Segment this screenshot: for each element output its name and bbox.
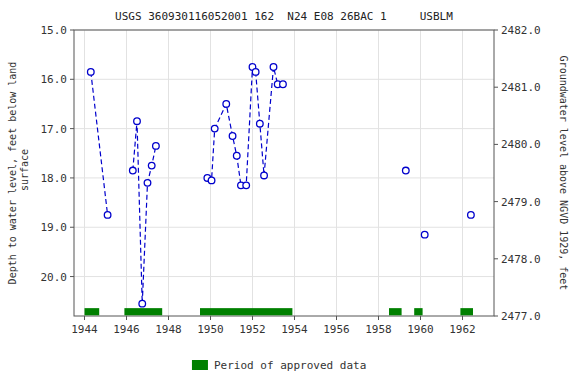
legend: Period of approved data bbox=[192, 359, 366, 372]
period-bar bbox=[414, 308, 422, 315]
tick-label-x: 1956 bbox=[323, 323, 350, 336]
tick-y bbox=[70, 276, 74, 277]
tick-y bbox=[70, 128, 74, 129]
point bbox=[280, 81, 287, 88]
tick-label-x: 1946 bbox=[113, 323, 140, 336]
tick-x bbox=[378, 316, 379, 320]
legend-label: Period of approved data bbox=[214, 359, 366, 372]
plot-frame bbox=[74, 30, 494, 316]
chart: 1944 1946 1948 1950 1952 1954 1956 1958 1960 1962… bbox=[0, 0, 576, 384]
axes: 1944 1946 1948 1950 1952 1954 1956 1958 1960 1962… bbox=[41, 24, 541, 336]
point bbox=[134, 118, 141, 125]
period-bar bbox=[200, 308, 292, 315]
point bbox=[144, 180, 151, 187]
point bbox=[139, 300, 146, 307]
tick-label-x: 1952 bbox=[239, 323, 266, 336]
tick-y2 bbox=[494, 201, 498, 202]
grid-line-x bbox=[84, 30, 85, 316]
tick-x bbox=[252, 316, 253, 320]
tick-label-y: 18.0 bbox=[41, 172, 68, 185]
tick-label-y: 20.0 bbox=[41, 271, 68, 284]
point bbox=[223, 101, 230, 108]
grid-line-x bbox=[462, 30, 463, 316]
data bbox=[85, 64, 475, 316]
tick-x bbox=[210, 316, 211, 320]
tick-label-y: 15.0 bbox=[41, 24, 68, 37]
grid-line-x bbox=[126, 30, 127, 316]
axis-label-y-line: Depth to water level, feet below land bbox=[7, 62, 18, 285]
point bbox=[261, 172, 268, 179]
tick-x bbox=[168, 316, 169, 320]
tick-y2 bbox=[494, 316, 498, 317]
tick-x bbox=[84, 316, 85, 320]
line bbox=[91, 67, 471, 304]
tick-x bbox=[420, 316, 421, 320]
grid-line-y bbox=[74, 177, 494, 178]
point bbox=[130, 167, 137, 174]
tick-label-y2: 2478.0 bbox=[501, 253, 541, 266]
grid-line-x bbox=[168, 30, 169, 316]
tick-y bbox=[70, 30, 74, 31]
grid-line-x bbox=[210, 30, 211, 316]
point bbox=[233, 152, 240, 159]
tick-x bbox=[294, 316, 295, 320]
period-bar bbox=[460, 308, 473, 315]
point bbox=[421, 231, 428, 238]
axis-label-y-line: surface bbox=[19, 149, 30, 197]
legend-swatch bbox=[192, 360, 208, 370]
tick-label-y2: 2480.0 bbox=[501, 138, 541, 151]
grid-line-y bbox=[74, 276, 494, 277]
tick-label-x: 1944 bbox=[71, 323, 98, 336]
point bbox=[257, 120, 264, 127]
grid-line-x bbox=[420, 30, 421, 316]
tick-label-y2: 2481.0 bbox=[501, 81, 541, 94]
point bbox=[270, 64, 277, 71]
point bbox=[88, 69, 95, 76]
point bbox=[403, 167, 410, 174]
period-bar bbox=[85, 308, 100, 315]
point bbox=[153, 143, 160, 150]
tick-y bbox=[70, 79, 74, 80]
point bbox=[208, 177, 215, 184]
axis-label-y2: Groundwater level above NGVD 1929, feet bbox=[558, 56, 569, 291]
point bbox=[229, 133, 236, 140]
tick-label-y: 16.0 bbox=[41, 73, 68, 86]
period-bar bbox=[389, 308, 402, 315]
grid-line-y bbox=[74, 227, 494, 228]
title: USGS 360930116052001 162 N24 E08 26BAC 1… bbox=[115, 10, 453, 23]
tick-y2 bbox=[494, 30, 498, 31]
tick-label-y: 19.0 bbox=[41, 221, 68, 234]
tick-label-y: 17.0 bbox=[41, 123, 68, 136]
grid-line-x bbox=[294, 30, 295, 316]
tick-label-x: 1962 bbox=[449, 323, 476, 336]
tick-label-y2: 2482.0 bbox=[501, 24, 541, 37]
grid-line-x bbox=[336, 30, 337, 316]
point bbox=[243, 182, 250, 189]
point bbox=[468, 212, 475, 219]
period-bar bbox=[124, 308, 162, 315]
tick-y2 bbox=[494, 87, 498, 88]
tick-label-x: 1950 bbox=[197, 323, 224, 336]
point bbox=[148, 162, 155, 169]
point bbox=[211, 125, 218, 132]
point bbox=[104, 212, 111, 219]
tick-label-y2: 2479.0 bbox=[501, 196, 541, 209]
axis-label-y: Depth to water level, feet below land su… bbox=[7, 62, 30, 285]
grid bbox=[74, 30, 494, 316]
tick-x bbox=[462, 316, 463, 320]
tick-label-x: 1960 bbox=[407, 323, 434, 336]
tick-y bbox=[70, 177, 74, 178]
tick-x bbox=[126, 316, 127, 320]
tick-label-x: 1948 bbox=[155, 323, 182, 336]
grid-line-x bbox=[378, 30, 379, 316]
tick-y2 bbox=[494, 144, 498, 145]
tick-label-y2: 2477.0 bbox=[501, 310, 541, 323]
tick-y2 bbox=[494, 258, 498, 259]
point bbox=[252, 69, 259, 76]
grid-line-y bbox=[74, 79, 494, 80]
tick-label-x: 1954 bbox=[281, 323, 308, 336]
tick-x bbox=[336, 316, 337, 320]
tick-label-x: 1958 bbox=[365, 323, 392, 336]
tick-y bbox=[70, 227, 74, 228]
